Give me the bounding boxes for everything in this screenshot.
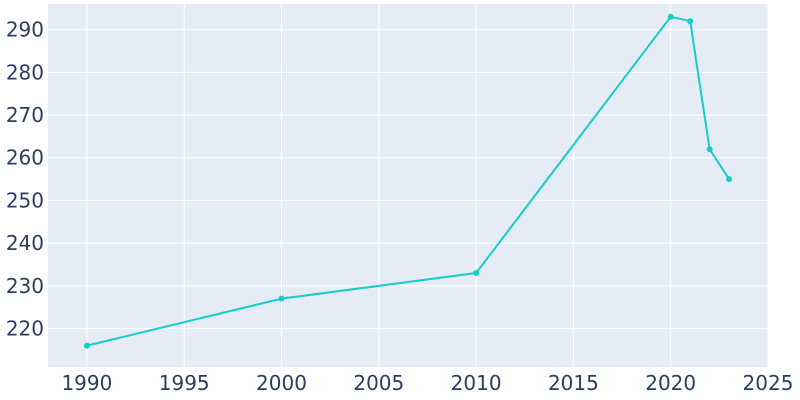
y-tick-label: 270 xyxy=(6,103,44,127)
y-axis-ticks: 220 230 240 250 260 270 280 290 xyxy=(6,18,44,341)
data-point[interactable] xyxy=(473,270,480,277)
data-point[interactable] xyxy=(667,13,674,20)
y-tick-label: 290 xyxy=(6,18,44,42)
x-tick-label: 2000 xyxy=(256,371,307,395)
data-point[interactable] xyxy=(726,176,733,183)
data-point[interactable] xyxy=(706,146,713,153)
data-point[interactable] xyxy=(83,342,90,349)
x-tick-label: 2015 xyxy=(548,371,599,395)
x-tick-label: 2020 xyxy=(645,371,696,395)
y-tick-label: 240 xyxy=(6,231,44,255)
y-gridlines xyxy=(48,29,768,330)
x-tick-label: 1995 xyxy=(159,371,210,395)
x-axis-ticks: 1990 1995 2000 2005 2010 2015 2020 2025 xyxy=(61,371,793,395)
y-tick-label: 280 xyxy=(6,60,44,84)
series-layer xyxy=(83,13,733,349)
plot-area xyxy=(48,4,768,367)
x-tick-label: 2025 xyxy=(743,371,794,395)
x-tick-label: 2010 xyxy=(451,371,502,395)
x-gridlines xyxy=(86,4,769,367)
x-tick-label: 2005 xyxy=(353,371,404,395)
y-tick-label: 220 xyxy=(6,317,44,341)
y-tick-label: 260 xyxy=(6,146,44,170)
x-tick-label: 1990 xyxy=(61,371,112,395)
data-point[interactable] xyxy=(687,18,694,25)
y-tick-label: 230 xyxy=(6,274,44,298)
y-tick-label: 250 xyxy=(6,188,44,212)
data-point[interactable] xyxy=(278,295,285,302)
